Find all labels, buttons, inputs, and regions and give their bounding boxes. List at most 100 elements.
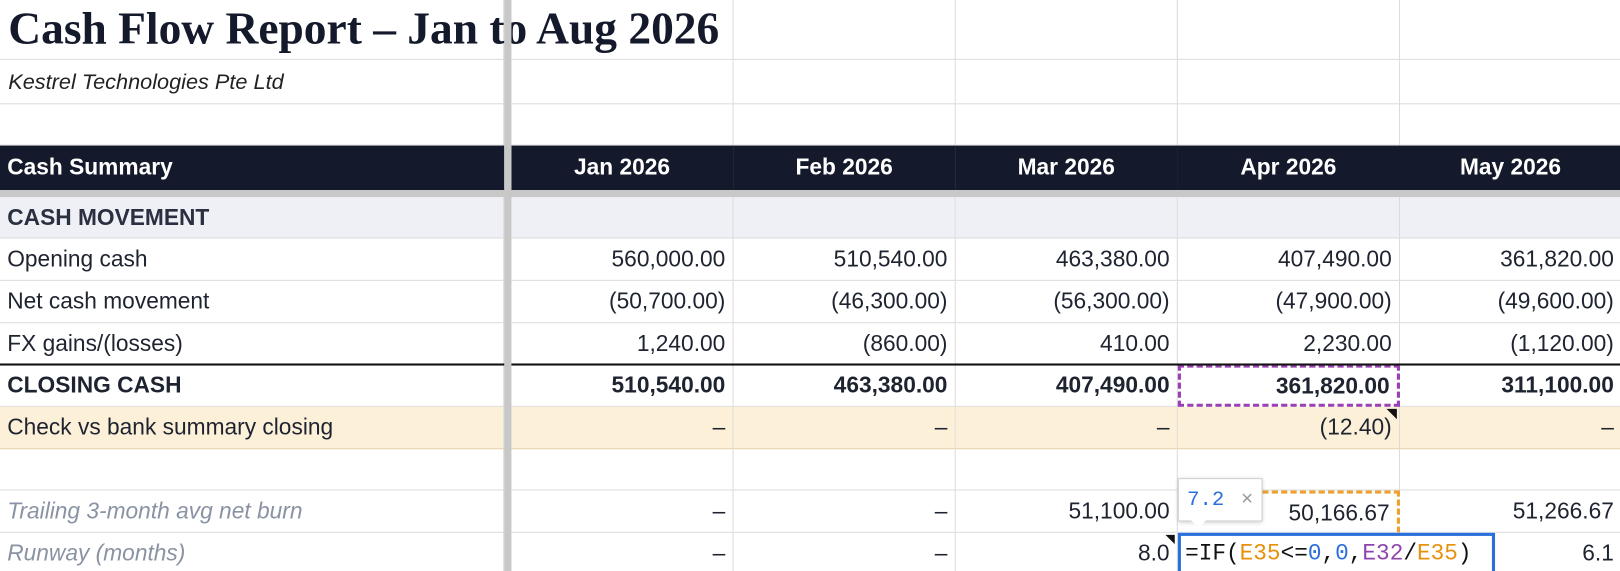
section-cell (733, 197, 956, 239)
value-cell[interactable]: – (733, 406, 956, 450)
value-cell[interactable]: (50,700.00) (511, 280, 734, 324)
cell (733, 104, 956, 146)
column-header: Jan 2026 (511, 145, 734, 190)
formula-token: <= (1280, 540, 1308, 567)
cell (1177, 59, 1400, 105)
preview-close[interactable]: × (1240, 487, 1254, 512)
total-rule (0, 363, 1620, 366)
header-band (0, 189, 1620, 198)
column-header: Cash Summary (0, 145, 505, 190)
column-header: Feb 2026 (733, 145, 956, 190)
value-cell[interactable]: 8.0 (956, 532, 1178, 571)
cell (733, 0, 956, 60)
cell (1177, 448, 1400, 491)
formula-token: , (1321, 540, 1336, 567)
value-cell[interactable]: 560,000.00 (511, 238, 734, 281)
cell (511, 59, 734, 105)
formula-token: =IF( (1185, 540, 1240, 567)
value-cell[interactable]: 510,540.00 (733, 238, 956, 281)
value-cell[interactable]: 361,820.00 (1177, 364, 1400, 407)
row-label: FX gains/(losses) (0, 323, 505, 366)
report-subtitle: Kestrel Technologies Pte Ltd (8, 70, 284, 94)
cell (1399, 448, 1620, 491)
cell (0, 0, 505, 60)
cell (955, 448, 1178, 491)
section-cell (955, 197, 1178, 239)
value-cell[interactable]: – (511, 406, 734, 450)
value-cell[interactable]: – (734, 532, 956, 571)
report-title: Cash Flow Report – Jan to Aug 2026 (8, 3, 720, 54)
value-cell[interactable]: (12.40) (1177, 406, 1400, 450)
cell (511, 0, 734, 60)
row-label: Check vs bank summary closing (0, 406, 505, 450)
value-cell[interactable]: – (955, 406, 1178, 450)
row-label: Net cash movement (0, 280, 505, 324)
tooltip-notch (1190, 519, 1207, 529)
cell (1399, 60, 1620, 105)
value-cell[interactable]: 463,380.00 (733, 364, 956, 407)
cell (1177, 104, 1400, 146)
cell (733, 448, 956, 491)
cell (1177, 0, 1400, 60)
column-header: Apr 2026 (1177, 145, 1400, 190)
cell (0, 104, 505, 146)
column-header: May 2026 (1399, 145, 1620, 190)
value-cell[interactable]: (56,300.00) (955, 280, 1178, 324)
cell (511, 448, 734, 491)
formula-token: 0 (1335, 540, 1349, 567)
cell (0, 448, 505, 491)
value-cell[interactable]: 407,490.00 (955, 364, 1178, 407)
cell (955, 104, 1178, 146)
value-cell[interactable]: 361,820.00 (1399, 239, 1620, 281)
formula-token: ) (1457, 540, 1472, 567)
value-cell[interactable]: 407,490.00 (1177, 238, 1400, 281)
cell (1399, 104, 1620, 146)
cell (0, 59, 505, 105)
formula-token: 0 (1307, 540, 1322, 567)
formula-token: / (1403, 540, 1417, 567)
value-cell[interactable]: (47,900.00) (1177, 280, 1400, 324)
value-cell[interactable]: 6.1 (1400, 533, 1620, 571)
cell (733, 59, 956, 105)
row-label: Opening cash (0, 238, 505, 281)
preview-value: 7.2 (1187, 487, 1225, 512)
comment-marker (1165, 534, 1175, 545)
formula-editor[interactable]: =IF(E35 <= 0, 0, E32/E35) (1177, 532, 1496, 571)
value-cell[interactable]: 51,100.00 (955, 490, 1178, 533)
formula-token: , (1348, 540, 1363, 567)
value-cell[interactable]: – (511, 490, 734, 533)
formula-token: E35 (1416, 540, 1458, 567)
cell (1399, 0, 1620, 60)
comment-marker (1386, 408, 1397, 420)
value-cell[interactable]: – (733, 490, 956, 533)
section-cell: CASH MOVEMENT (0, 197, 505, 239)
value-cell[interactable]: – (511, 532, 734, 571)
value-cell[interactable]: (46,300.00) (733, 280, 956, 324)
column-header: Mar 2026 (955, 145, 1178, 190)
value-cell[interactable]: (1,120.00) (1399, 323, 1620, 366)
cell (511, 104, 734, 146)
value-cell[interactable]: 410.00 (955, 323, 1178, 366)
section-cell (1399, 197, 1620, 239)
value-cell[interactable]: – (1399, 406, 1620, 450)
value-cell[interactable]: 2,230.00 (1177, 323, 1400, 366)
value-cell[interactable]: (860.00) (733, 323, 956, 366)
formula-token: E32 (1362, 540, 1404, 567)
value-cell[interactable]: 311,100.00 (1399, 365, 1620, 407)
value-cell[interactable]: 51,266.67 (1399, 490, 1620, 533)
formula-preview: 7.2 × (1177, 478, 1263, 522)
value-cell[interactable]: 1,240.00 (511, 323, 734, 366)
cell (955, 0, 1178, 60)
formula-token: E35 (1239, 540, 1281, 567)
value-cell[interactable]: 510,540.00 (511, 364, 734, 407)
value-cell[interactable]: 463,380.00 (955, 238, 1178, 281)
value-cell[interactable]: 50,166.67 (1177, 490, 1400, 533)
value-cell[interactable]: (49,600.00) (1399, 281, 1620, 324)
row-label: Trailing 3-month avg net burn (0, 490, 505, 533)
section-cell (1177, 197, 1400, 239)
row-label: Runway (months) (0, 532, 505, 571)
cell (955, 59, 1178, 105)
row-label: CLOSING CASH (0, 364, 505, 407)
section-cell (511, 197, 734, 239)
